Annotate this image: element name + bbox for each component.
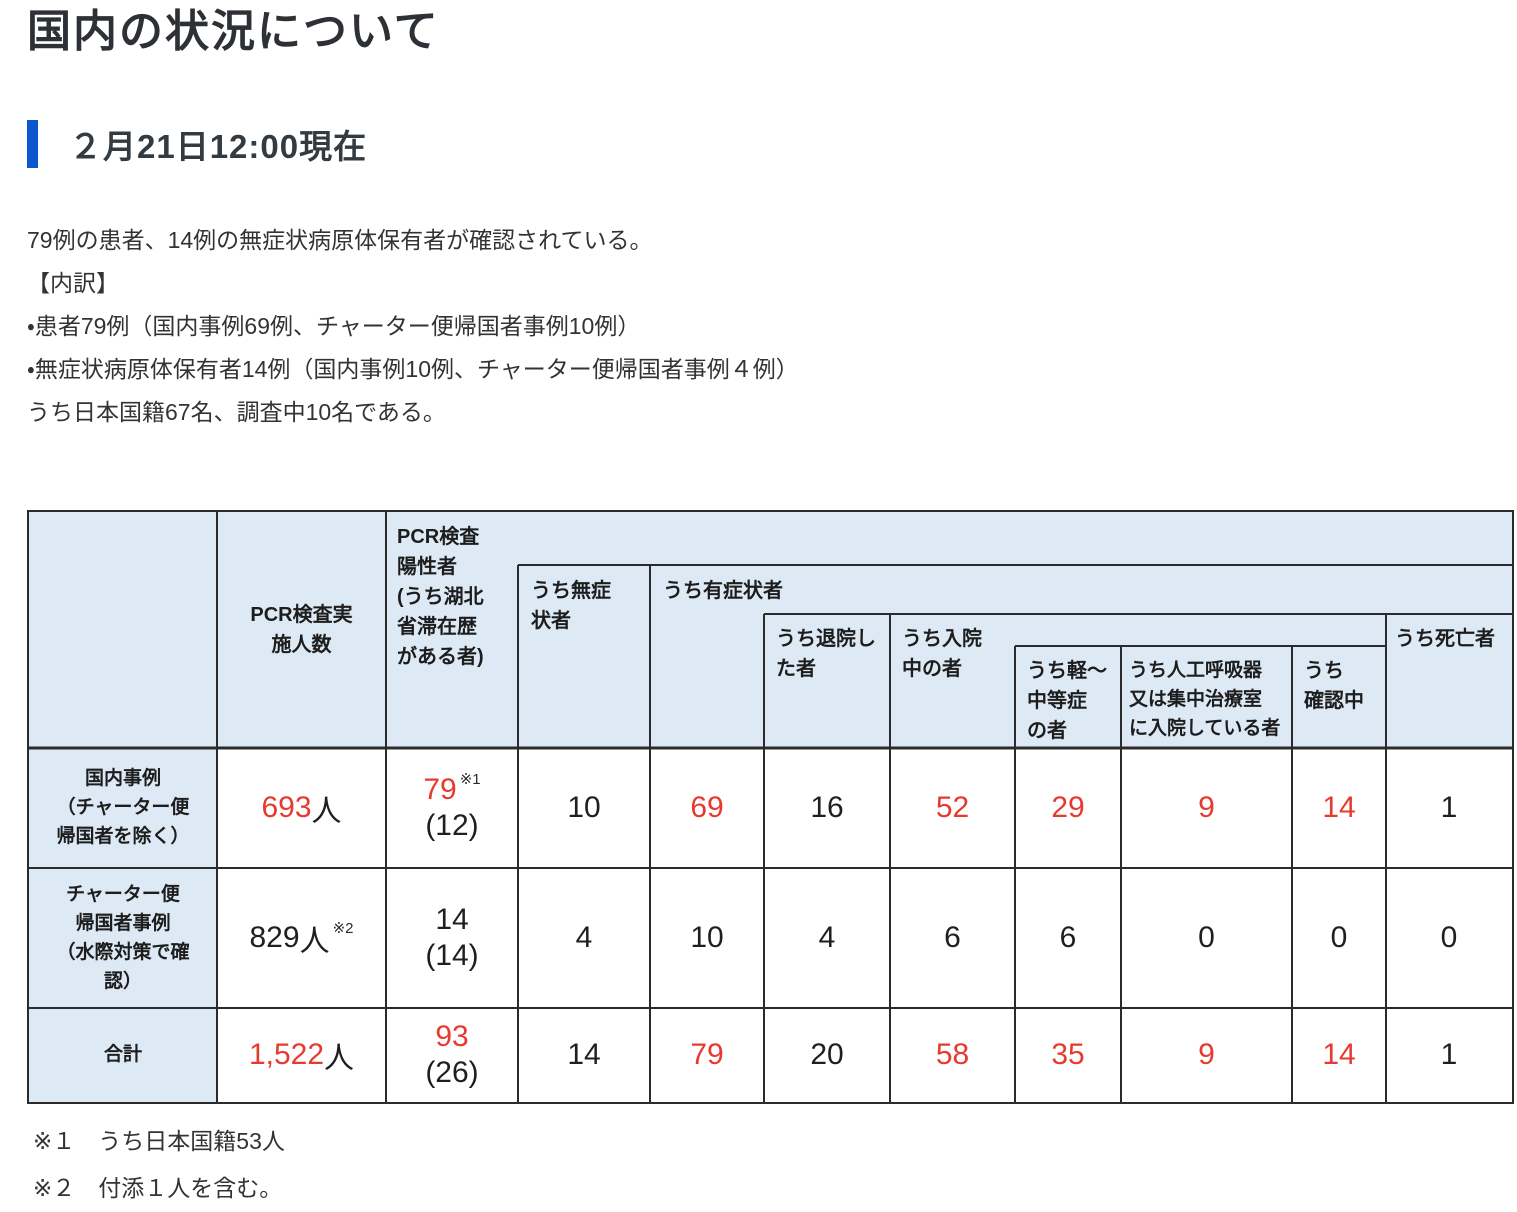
- col-header-symptomatic: うち有症状者: [663, 579, 783, 602]
- cell-charter-in-hospital: 6: [944, 920, 961, 954]
- page-title: 国内の状況について: [27, 7, 440, 56]
- cell-total-discharged: 20: [810, 1037, 844, 1071]
- cell-total-ventilator-icu: 9: [1198, 1037, 1215, 1071]
- cell-domestic-discharged: 16: [810, 790, 844, 824]
- cell-domestic-in-hospital: 52: [935, 790, 970, 824]
- intro-line-2: 【内訳】: [27, 269, 119, 296]
- cell-total-in-hospital: 58: [935, 1037, 970, 1071]
- cell-total-positive: 93 (26): [425, 1019, 479, 1089]
- footnote-1: ※１ うち日本国籍53人: [33, 1127, 285, 1154]
- section-marker-bar: [27, 119, 38, 168]
- footnote-marker-1: ※1: [459, 770, 481, 788]
- row-header-total: 合計: [103, 1044, 142, 1066]
- cell-charter-tested: 829 人 ※2: [249, 919, 354, 958]
- summary-table: PCR検査実 施人数 PCR検査 陽性者 (うち湖北 省滞在歴 がある者) うち…: [27, 509, 1514, 1104]
- col-header-mild-moderate: うち軽～ 中等症 の者: [1027, 659, 1107, 742]
- cell-charter-confirming: 0: [1330, 920, 1348, 954]
- cell-total-symptomatic: 79: [690, 1037, 724, 1071]
- col-header-ventilator-icu: うち人工呼吸器 又は集中治療室 に入院している者: [1129, 659, 1281, 739]
- intro-line-5: うち日本国籍67名、調査中10名である。: [27, 398, 446, 425]
- intro-line-4: ・無症状病原体保有者14例（国内事例10例、チャーター便帰国者事例４例）: [27, 355, 799, 382]
- table-header-background: [29, 511, 1512, 748]
- footnote-marker-2: ※2: [332, 919, 354, 937]
- cell-domestic-tested: 693 人: [261, 790, 342, 828]
- section-heading: ２月21日12:00現在: [27, 119, 1517, 169]
- cell-total-asymptomatic: 14: [567, 1037, 601, 1071]
- cell-domestic-mild-moderate: 29: [1051, 790, 1085, 824]
- cell-charter-discharged: 4: [818, 920, 836, 954]
- col-header-deaths: うち死亡者: [1395, 627, 1495, 650]
- cell-charter-asymptomatic: 4: [575, 920, 593, 954]
- footnote-2: ※２ 付添１人を含む。: [33, 1174, 283, 1201]
- intro-line-1: 79例の患者、14例の無症状病原体保有者が確認されている。: [27, 226, 653, 253]
- cell-domestic-positive: 79 ※1 (12): [386, 748, 518, 868]
- cell-total-mild-moderate: 35: [1051, 1037, 1085, 1071]
- cell-charter-symptomatic: 10: [690, 920, 724, 954]
- cell-domestic-confirming: 14: [1322, 790, 1356, 824]
- cell-charter-deaths: 0: [1440, 920, 1458, 954]
- row-header-domestic-cases: 国内事例 （チャーター便 帰国者を除く）: [56, 768, 190, 848]
- cell-total-confirming: 14: [1322, 1037, 1356, 1071]
- col-header-in-hospital: うち入院 中の者: [902, 627, 982, 680]
- intro-text: 79例の患者、14例の無症状病原体保有者が確認されている。 【内訳】 ・患者79…: [27, 219, 1517, 434]
- col-header-asymptomatic: うち無症 状者: [531, 579, 611, 632]
- row-header-charter-returnees: チャーター便 帰国者事例 （水際対策で確 認）: [56, 883, 190, 992]
- cell-total-tested: 1,522 人: [248, 1037, 355, 1075]
- col-header-pcr-tested: PCR検査実 施人数: [250, 603, 353, 656]
- cell-total-deaths: 1: [1440, 1037, 1458, 1071]
- cell-charter-ventilator-icu: 0: [1198, 920, 1215, 954]
- cell-domestic-asymptomatic: 10: [567, 790, 601, 824]
- cell-charter-positive: 14 (14): [425, 902, 479, 972]
- col-header-under-confirmation: うち 確認中: [1304, 659, 1364, 712]
- cell-domestic-deaths: 1: [1440, 790, 1458, 824]
- col-header-pcr-positive: PCR検査 陽性者 (うち湖北 省滞在歴 がある者): [397, 525, 484, 668]
- cell-charter-mild-moderate: 6: [1059, 920, 1077, 954]
- col-header-discharged: うち退院し た者: [776, 627, 876, 680]
- cell-domestic-symptomatic: 69: [690, 790, 724, 824]
- footnotes: ※１ うち日本国籍53人 ※２ 付添１人を含む。: [27, 1118, 1517, 1212]
- intro-line-3: ・患者79例（国内事例69例、チャーター便帰国者事例10例）: [27, 312, 641, 339]
- row-header-background: [29, 747, 217, 1102]
- section-heading-text: ２月21日12:00現在: [69, 127, 368, 165]
- cell-domestic-ventilator-icu: 9: [1198, 790, 1215, 824]
